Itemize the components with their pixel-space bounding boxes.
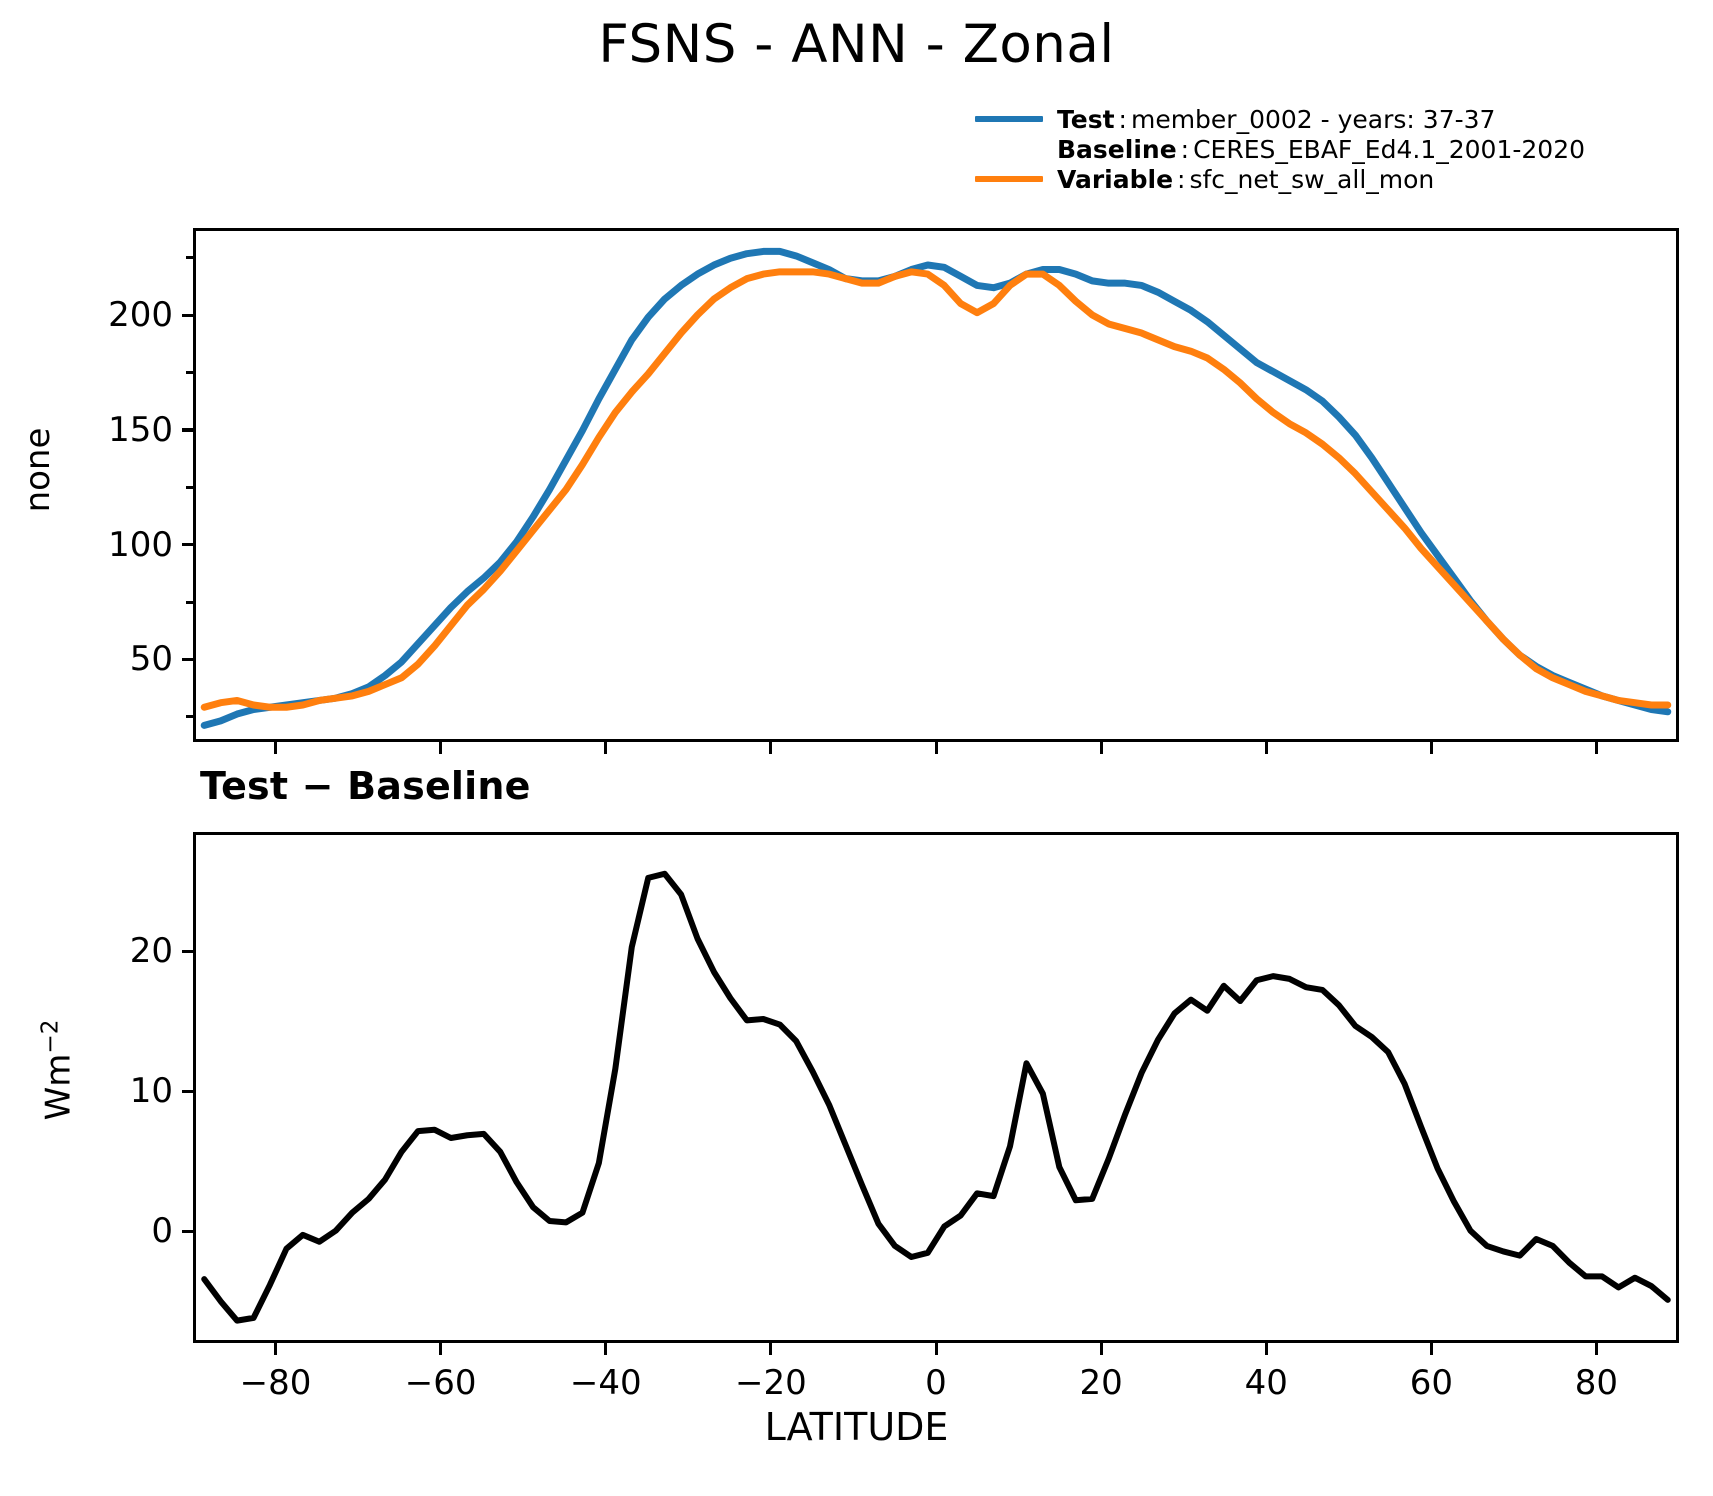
xtick-label: 0 [925, 1363, 947, 1403]
xtick-mark [769, 1343, 773, 1355]
ytick-label: 50 [129, 639, 173, 680]
ytick-mark-minor [186, 371, 193, 375]
difference-ylabel: Wm−2 [37, 1019, 79, 1121]
xtick-mark [1594, 1343, 1599, 1355]
zonal-mean-ylabel: none [18, 427, 58, 513]
xtick-mark [1429, 1343, 1433, 1355]
xtick-mark [274, 742, 278, 754]
legend-value-test: member_0002 - years: 37-37 [1130, 104, 1496, 134]
xtick-mark [604, 1343, 608, 1355]
xtick-mark [1264, 742, 1268, 754]
legend-label-test: Test: member_0002 - years: 37-37 [1057, 105, 1495, 134]
xtick-mark [1099, 1343, 1103, 1355]
legend-swatch-variable [975, 176, 1043, 182]
xtick-label: −60 [404, 1363, 477, 1403]
zonal-mean-lines [196, 231, 1676, 739]
page-title: FSNS - ANN - Zonal [598, 14, 1115, 75]
xtick-mark [1264, 1343, 1268, 1355]
xtick-label: −40 [569, 1363, 642, 1403]
ytick-label: 20 [129, 931, 173, 971]
difference-panel-title: Test − Baseline [200, 764, 531, 808]
series-line-baseline [204, 272, 1668, 707]
legend-item-baseline: Baseline: CERES_EBAF_Ed4.1_2001-2020 [975, 134, 1595, 164]
legend-label-variable: Variable: sfc_net_sw_all_mon [1057, 165, 1434, 194]
xtick-label: 20 [1079, 1363, 1123, 1403]
series-line-test [204, 251, 1668, 725]
difference-line [196, 835, 1676, 1340]
ytick-mark [182, 1089, 193, 1093]
xtick-label: 80 [1574, 1363, 1619, 1403]
legend-key-baseline: Baseline [1057, 134, 1177, 164]
ytick-mark [182, 657, 193, 661]
ytick-mark-minor [186, 715, 193, 719]
legend-swatch-baseline-placeholder [975, 146, 1043, 152]
ytick-mark-minor [186, 485, 193, 489]
ytick-mark [182, 543, 193, 547]
xtick-label: −80 [239, 1363, 312, 1403]
xtick-mark [274, 1343, 278, 1355]
ytick-mark [182, 949, 193, 953]
legend-sep-test: : [1118, 104, 1127, 134]
ytick-label: 200 [108, 295, 173, 336]
ytick-mark [182, 428, 193, 432]
legend-key-test: Test [1057, 104, 1115, 134]
xtick-mark [934, 1343, 938, 1355]
ytick-mark [182, 313, 193, 317]
legend-value-baseline: CERES_EBAF_Ed4.1_2001-2020 [1193, 134, 1586, 164]
xtick-label: 60 [1409, 1363, 1453, 1403]
ytick-mark-minor [186, 256, 193, 260]
legend-value-variable: sfc_net_sw_all_mon [1189, 164, 1435, 194]
xtick-mark [439, 742, 443, 754]
ytick-label: 0 [151, 1211, 173, 1251]
zonal-mean-plot-area [193, 228, 1679, 742]
xtick-mark [439, 1343, 443, 1355]
legend: Test: member_0002 - years: 37-37 Baseline… [975, 104, 1595, 194]
xtick-mark [1099, 742, 1103, 754]
ytick-mark [182, 1229, 193, 1233]
legend-sep-baseline: : [1180, 134, 1190, 164]
ytick-label: 100 [108, 524, 173, 565]
xtick-label: −20 [734, 1363, 807, 1403]
xtick-mark [934, 742, 938, 754]
legend-sep-variable: : [1177, 164, 1186, 194]
series-line-test-baseline [204, 874, 1668, 1321]
xtick-mark [1594, 742, 1599, 754]
legend-swatch-test [975, 116, 1043, 122]
legend-item-variable: Variable: sfc_net_sw_all_mon [975, 164, 1595, 194]
xtick-label: 40 [1244, 1363, 1288, 1403]
xaxis-label: LATITUDE [764, 1405, 949, 1449]
legend-key-variable: Variable [1057, 164, 1174, 194]
xtick-mark [769, 742, 773, 754]
difference-plot-area [193, 832, 1679, 1343]
xtick-mark [1429, 742, 1433, 754]
xtick-mark [604, 742, 608, 754]
legend-item-test: Test: member_0002 - years: 37-37 [975, 104, 1595, 134]
ytick-mark-minor [186, 600, 193, 604]
legend-label-baseline: Baseline: CERES_EBAF_Ed4.1_2001-2020 [1057, 135, 1585, 164]
